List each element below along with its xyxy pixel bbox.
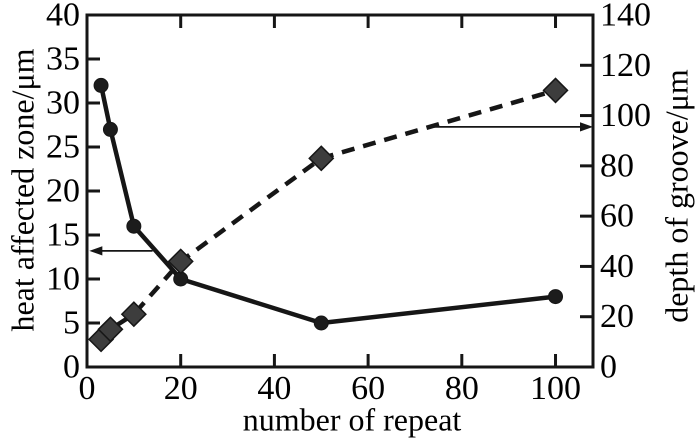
x-tick-label: 20 xyxy=(164,370,198,407)
left-tick-label: 15 xyxy=(46,217,80,254)
left-tick-label: 40 xyxy=(46,0,80,34)
right-tick-label: 80 xyxy=(600,147,634,184)
diamond-marker xyxy=(542,77,569,104)
diamond-marker xyxy=(167,248,194,275)
series-line-0-solid xyxy=(98,84,556,326)
right-tick-label: 40 xyxy=(600,248,634,285)
right-tick-label: 140 xyxy=(600,0,651,34)
x-tick-label: 40 xyxy=(257,370,291,407)
right-axis-title: depth of groove/μm xyxy=(658,69,695,323)
x-tick-label: 100 xyxy=(530,370,581,407)
x-tick-label: 80 xyxy=(445,370,479,407)
circle-marker xyxy=(102,121,118,137)
diamond-marker xyxy=(308,145,335,172)
right-tick-label: 60 xyxy=(600,198,634,235)
circle-marker xyxy=(126,218,142,234)
left-tick-label: 35 xyxy=(46,41,80,78)
x-tick-label: 60 xyxy=(351,370,385,407)
x-tick-label: 0 xyxy=(79,370,96,407)
right-tick-label: 120 xyxy=(600,47,651,84)
right-tick-label: 0 xyxy=(600,349,617,386)
left-tick-label: 30 xyxy=(46,85,80,122)
circle-marker xyxy=(313,315,329,331)
right-tick-label: 100 xyxy=(600,97,651,134)
diamond-marker xyxy=(97,316,124,343)
annotation-arrow-head xyxy=(89,246,103,256)
x-axis-title: number of repeat xyxy=(242,401,462,438)
left-tick-label: 10 xyxy=(46,261,80,298)
circle-marker xyxy=(548,289,564,305)
left-tick-label: 5 xyxy=(63,305,80,342)
diamond-marker xyxy=(120,301,147,328)
right-tick-label: 20 xyxy=(600,298,634,335)
left-tick-label: 25 xyxy=(46,129,80,166)
left-tick-label: 0 xyxy=(63,349,80,386)
left-axis-title: heat affected zone/μm xyxy=(4,48,41,332)
plot-frame xyxy=(85,13,595,369)
annotation-arrow-head xyxy=(580,122,593,132)
left-tick-label: 20 xyxy=(46,173,80,210)
circle-marker xyxy=(93,77,109,93)
